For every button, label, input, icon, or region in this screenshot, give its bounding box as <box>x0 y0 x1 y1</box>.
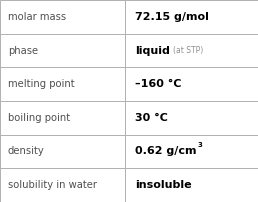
Text: solubility in water: solubility in water <box>8 180 97 190</box>
Text: insoluble: insoluble <box>135 180 192 190</box>
Text: phase: phase <box>8 45 38 56</box>
Text: 0.62 g/cm: 0.62 g/cm <box>135 146 197 157</box>
Text: molar mass: molar mass <box>8 12 66 22</box>
Text: 30 °C: 30 °C <box>135 113 168 123</box>
Text: density: density <box>8 146 44 157</box>
Text: melting point: melting point <box>8 79 74 89</box>
Text: boiling point: boiling point <box>8 113 70 123</box>
Text: 72.15 g/mol: 72.15 g/mol <box>135 12 209 22</box>
Text: –160 °C: –160 °C <box>135 79 182 89</box>
Text: (at STP): (at STP) <box>173 46 204 55</box>
Text: liquid: liquid <box>135 45 170 56</box>
Text: 3: 3 <box>198 142 203 148</box>
